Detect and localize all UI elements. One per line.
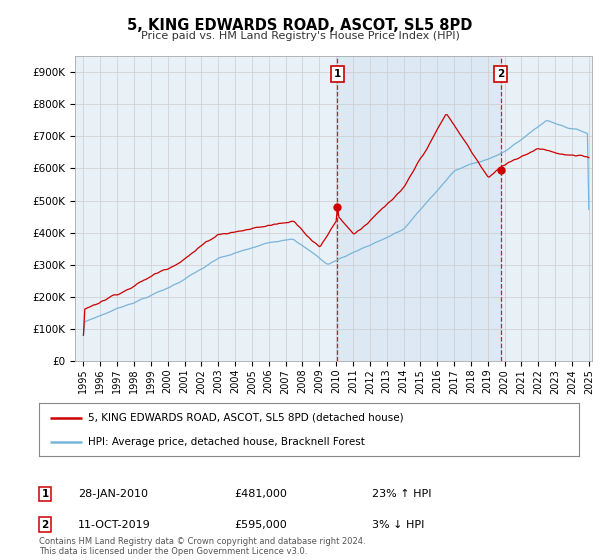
Text: 28-JAN-2010: 28-JAN-2010 [78,489,148,499]
Text: 3% ↓ HPI: 3% ↓ HPI [372,520,424,530]
Text: 2: 2 [497,69,505,78]
Text: Price paid vs. HM Land Registry's House Price Index (HPI): Price paid vs. HM Land Registry's House … [140,31,460,41]
Text: 1: 1 [41,489,49,499]
Text: 5, KING EDWARDS ROAD, ASCOT, SL5 8PD: 5, KING EDWARDS ROAD, ASCOT, SL5 8PD [127,18,473,33]
Text: Contains HM Land Registry data © Crown copyright and database right 2024.
This d: Contains HM Land Registry data © Crown c… [39,536,365,556]
Text: HPI: Average price, detached house, Bracknell Forest: HPI: Average price, detached house, Brac… [88,437,364,447]
Text: 11-OCT-2019: 11-OCT-2019 [78,520,151,530]
Bar [337,56,501,361]
Text: 5, KING EDWARDS ROAD, ASCOT, SL5 8PD (detached house): 5, KING EDWARDS ROAD, ASCOT, SL5 8PD (de… [88,413,403,423]
Text: 23% ↑ HPI: 23% ↑ HPI [372,489,431,499]
Text: 1: 1 [334,69,341,78]
Text: £481,000: £481,000 [234,489,287,499]
Text: 2: 2 [41,520,49,530]
Text: £595,000: £595,000 [234,520,287,530]
